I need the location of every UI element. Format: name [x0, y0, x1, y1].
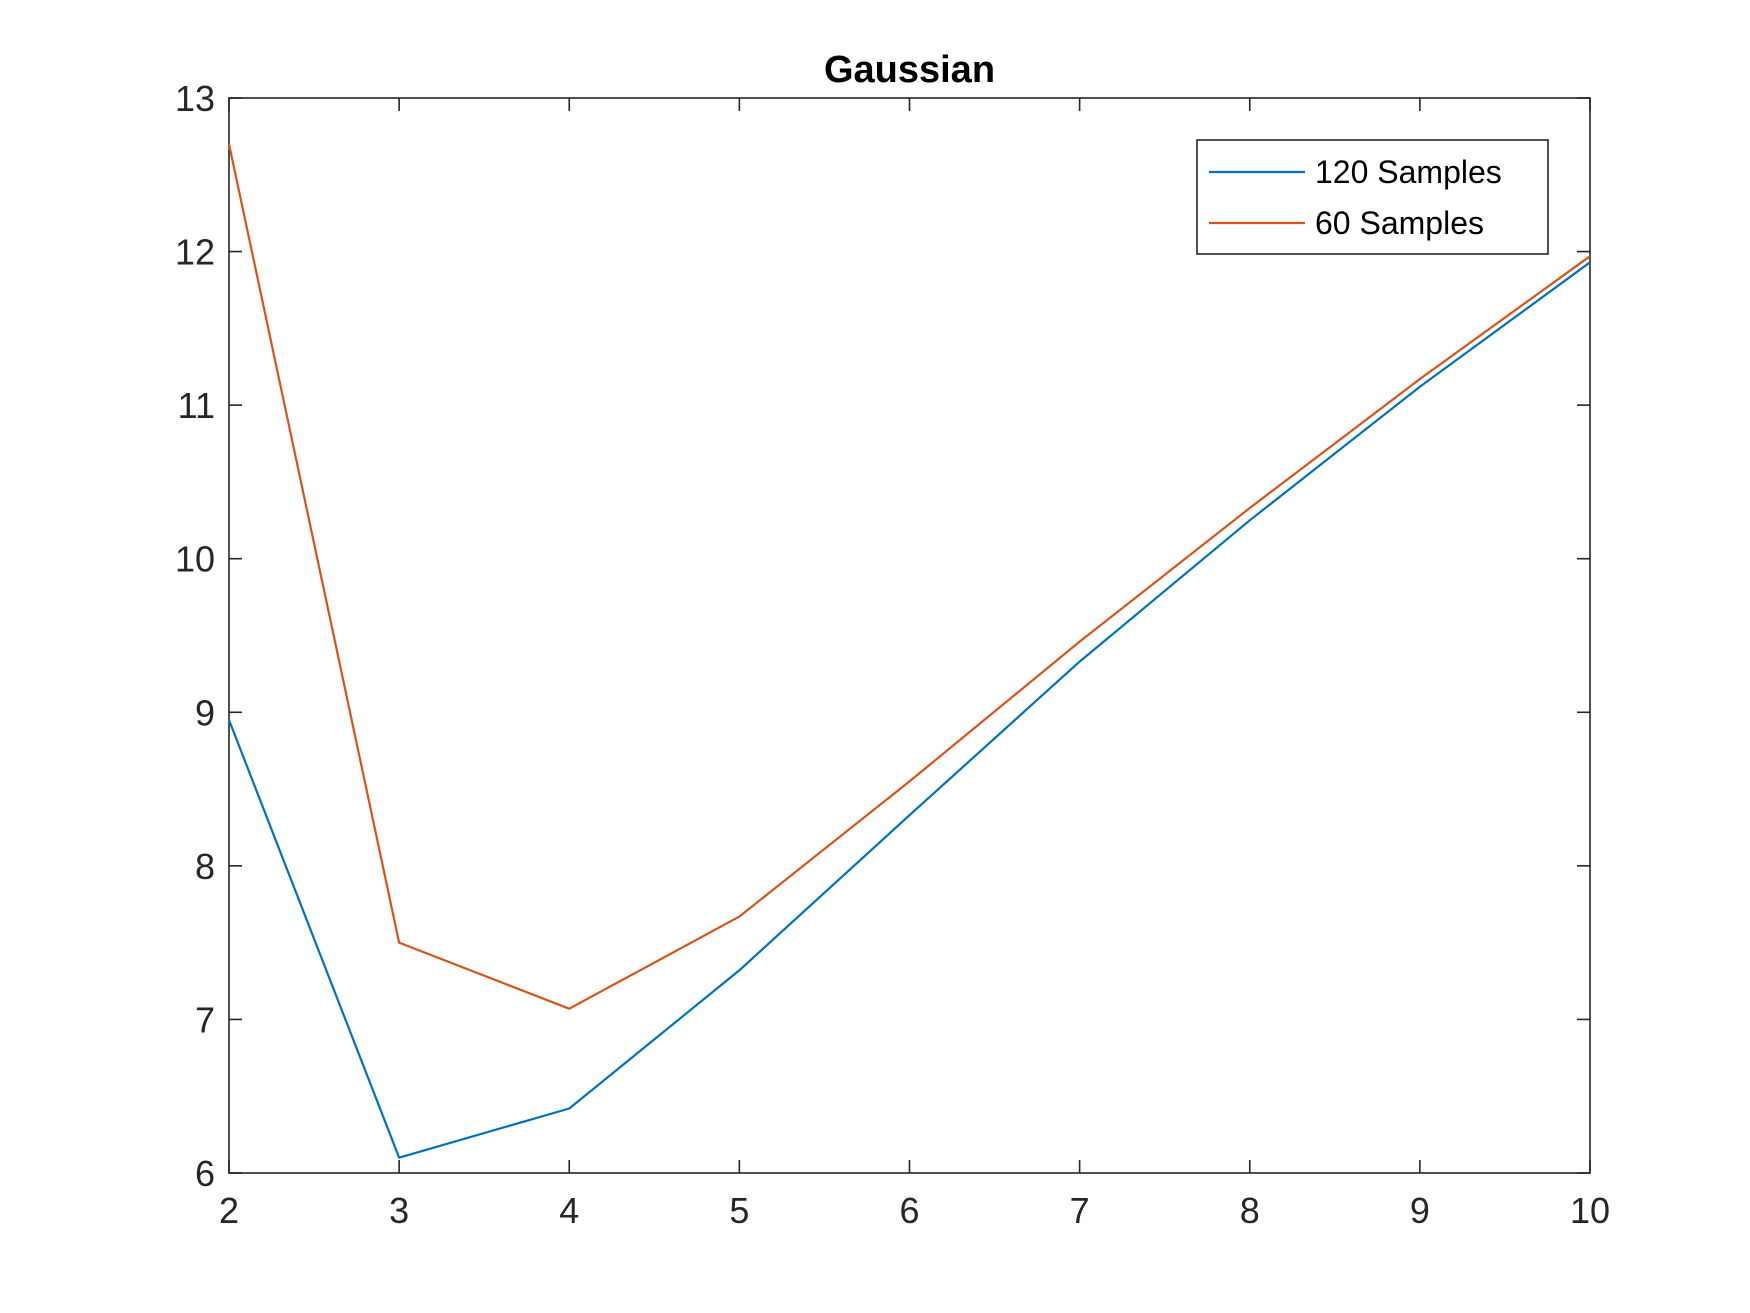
y-tick-label: 9 — [195, 692, 215, 733]
x-tick-label: 3 — [389, 1190, 409, 1231]
x-tick-label: 4 — [559, 1190, 579, 1231]
x-tick-label: 6 — [899, 1190, 919, 1231]
axes-box — [228, 97, 1591, 1174]
series-layer — [227, 143, 1591, 1159]
y-tick-label: 8 — [195, 846, 215, 887]
legend-box — [1196, 139, 1549, 255]
y-tick-label: 12 — [175, 232, 215, 273]
y-tick-label: 10 — [175, 539, 215, 580]
x-tick-label: 7 — [1070, 1190, 1090, 1231]
x-tick-label: 10 — [1570, 1190, 1610, 1231]
x-tick-label: 8 — [1240, 1190, 1260, 1231]
x-tick-label: 5 — [729, 1190, 749, 1231]
y-tick-label: 6 — [195, 1153, 215, 1194]
y-tick-label: 7 — [195, 999, 215, 1040]
x-tick-label: 9 — [1410, 1190, 1430, 1231]
y-tick-label: 13 — [175, 78, 215, 119]
chart-title: Gaussian — [824, 49, 995, 91]
series-line-2 — [227, 143, 1591, 1010]
legend-label: 60 Samples — [1315, 205, 1484, 241]
y-tick-label: 11 — [178, 385, 215, 426]
plot-area: 2 3 4 5 6 7 8 9 10 6 7 8 9 10 11 12 13 — [175, 78, 1610, 1231]
x-tick-label: 2 — [219, 1190, 239, 1231]
legend-label: 120 Samples — [1315, 154, 1502, 190]
series-line-1 — [227, 261, 1591, 1159]
legend: 120 Samples 60 Samples — [1196, 139, 1549, 255]
